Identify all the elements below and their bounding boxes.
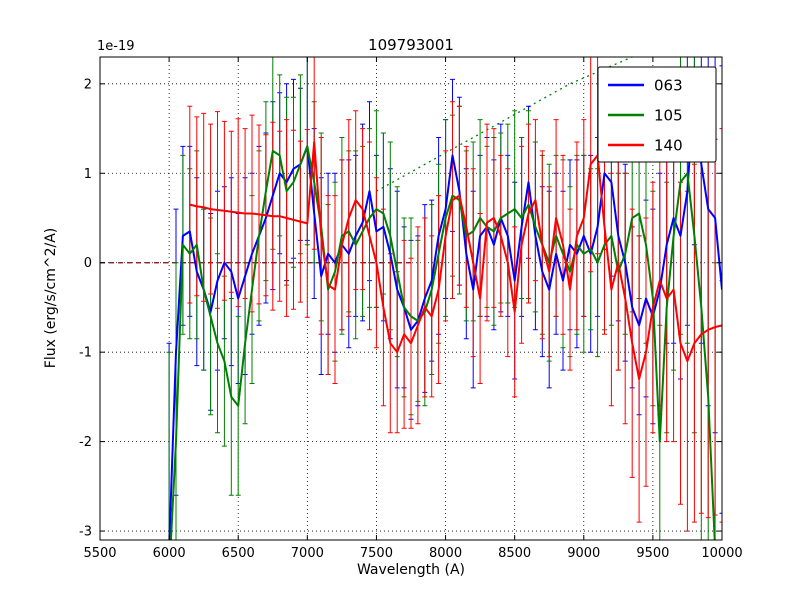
y-tick-label: 1 bbox=[84, 167, 92, 182]
tick-marks bbox=[99, 57, 723, 540]
plot-title: 109793001 bbox=[368, 36, 454, 54]
x-tick-label: 5500 bbox=[83, 546, 116, 561]
x-tick-label: 9000 bbox=[567, 546, 600, 561]
x-tick-label: 8000 bbox=[429, 546, 462, 561]
y-axis-offset-label: 1e-19 bbox=[97, 39, 135, 54]
x-tick-label: 7000 bbox=[291, 546, 324, 561]
legend: 063 105 140 bbox=[597, 66, 717, 163]
x-tick-label: 7500 bbox=[360, 546, 393, 561]
y-tick-label: -3 bbox=[79, 525, 92, 540]
y-axis-label: Flux (erg/s/cm^2/A) bbox=[43, 228, 59, 368]
series-lines bbox=[168, 82, 722, 540]
series-line-105 bbox=[169, 145, 716, 540]
series-line-063 bbox=[168, 82, 722, 540]
y-tick-label: 2 bbox=[84, 77, 92, 92]
tick-labels: 5500 6000 6500 7000 7500 8000 8500 9000 9500 1000… bbox=[79, 77, 743, 561]
y-tick-label: -2 bbox=[79, 435, 92, 450]
x-tick-label: 9500 bbox=[636, 546, 669, 561]
x-axis-label: Wavelength (A) bbox=[357, 562, 465, 578]
legend-box bbox=[597, 66, 717, 163]
legend-label-140: 140 bbox=[654, 137, 683, 155]
x-tick-label: 10000 bbox=[701, 546, 742, 561]
y-tick-label: 0 bbox=[84, 256, 92, 271]
legend-label-063: 063 bbox=[654, 77, 683, 95]
axes-frame bbox=[99, 56, 723, 541]
series-line-140 bbox=[189, 141, 722, 380]
legend-label-105: 105 bbox=[654, 107, 683, 125]
x-tick-label: 6000 bbox=[153, 546, 186, 561]
x-tick-label: 8500 bbox=[498, 546, 531, 561]
y-tick-label: -1 bbox=[79, 346, 92, 361]
x-tick-label: 6500 bbox=[222, 546, 255, 561]
